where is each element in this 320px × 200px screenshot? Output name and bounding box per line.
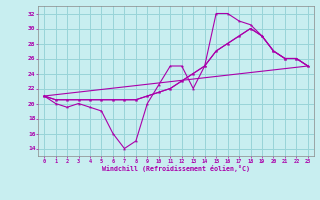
X-axis label: Windchill (Refroidissement éolien,°C): Windchill (Refroidissement éolien,°C) — [102, 165, 250, 172]
